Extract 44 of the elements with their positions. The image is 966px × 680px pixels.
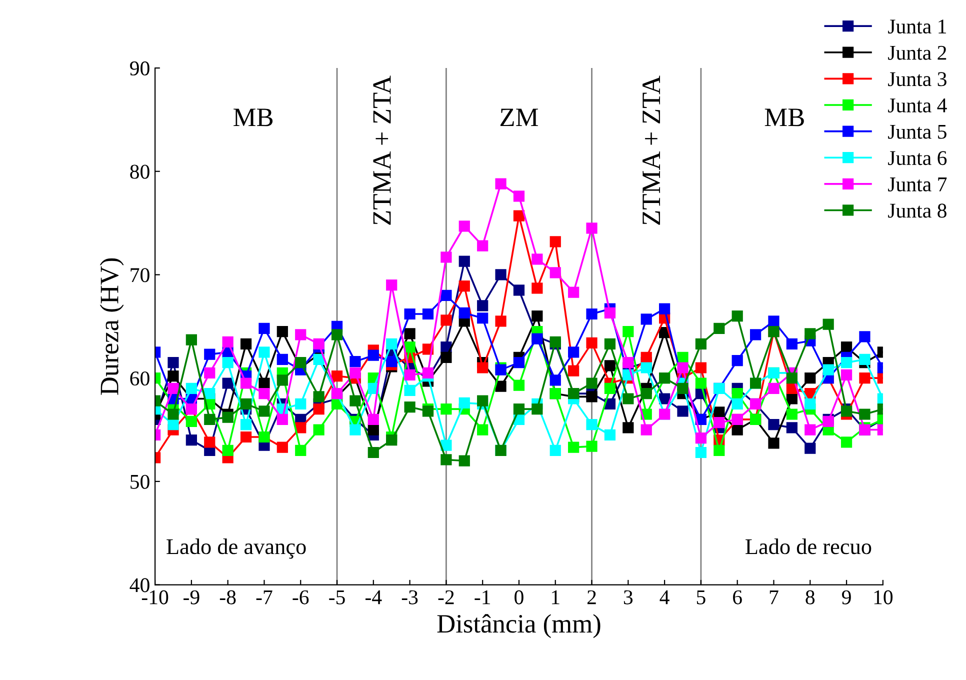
x-tick-label: -5 <box>329 590 345 604</box>
x-tick-label: 8 <box>806 590 815 604</box>
x-tick-label: -4 <box>366 590 382 604</box>
y-tick-label: 70 <box>130 268 150 282</box>
y-tick-label: 80 <box>130 164 150 179</box>
y-tick-label: 90 <box>130 61 150 76</box>
legend-label: Junta 8 <box>888 204 946 218</box>
x-tick-label: -7 <box>256 590 272 604</box>
x-tick-label: 7 <box>770 590 778 604</box>
y-axis-title: Dureza (HV) <box>100 258 124 395</box>
legend-label: Junta 4 <box>888 98 947 112</box>
legend-label: Junta 5 <box>888 124 946 139</box>
x-tick-label: -9 <box>184 590 200 604</box>
y-tick-label: 50 <box>130 474 150 489</box>
y-tick-label: 60 <box>130 371 150 386</box>
x-tick-label: 1 <box>552 590 560 604</box>
x-tick-label: -6 <box>292 590 309 604</box>
x-tick-label: 3 <box>624 590 633 604</box>
annotation: ZTMA + ZTA <box>373 76 391 225</box>
x-tick-label: 9 <box>842 590 851 604</box>
x-tick-label: 6 <box>733 590 742 604</box>
legend-label: Junta 3 <box>888 72 946 86</box>
x-tick-label: -1 <box>474 590 490 604</box>
annotation: ZTMA + ZTA <box>642 76 660 225</box>
legend-label: Junta 6 <box>888 151 947 166</box>
legend-label: Junta 7 <box>888 178 947 192</box>
x-axis-title: Distância (mm) <box>437 614 600 638</box>
x-tick-label: 2 <box>587 590 596 604</box>
x-tick-label: -10 <box>142 590 168 604</box>
x-tick-label: -3 <box>402 590 418 604</box>
x-tick-label: 0 <box>514 590 524 604</box>
y-tick-label: 40 <box>130 578 150 592</box>
annotation: MB <box>764 108 804 126</box>
legend-label: Junta 2 <box>888 46 946 60</box>
annotation: Lado de avanço <box>166 538 306 559</box>
annotation: MB <box>234 108 273 126</box>
x-tick-label: 4 <box>660 590 670 604</box>
annotation: ZM <box>500 108 538 126</box>
x-tick-label: -2 <box>438 590 454 604</box>
x-tick-label: 10 <box>874 590 893 604</box>
x-tick-label: 5 <box>696 590 706 604</box>
annotation: Lado de recuo <box>746 538 872 554</box>
legend-label: Junta 1 <box>888 20 946 34</box>
x-tick-label: -8 <box>220 590 236 604</box>
